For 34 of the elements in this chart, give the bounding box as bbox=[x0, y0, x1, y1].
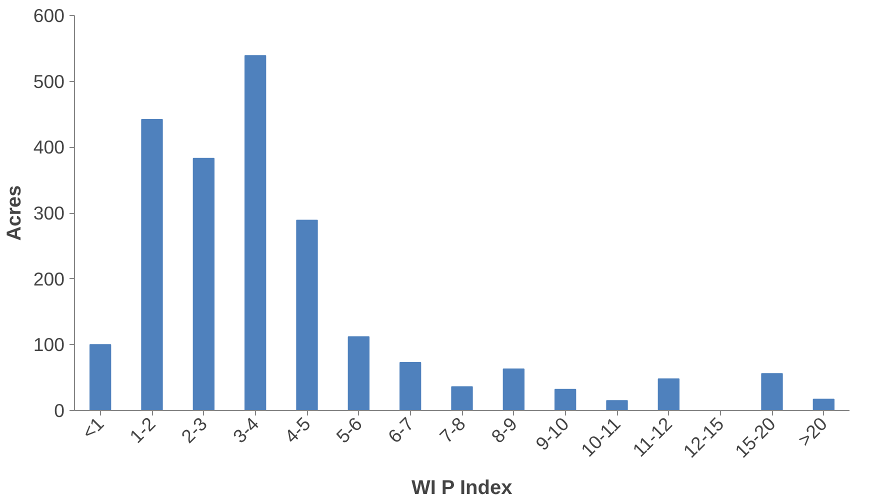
x-tick-label: 8-9 bbox=[487, 413, 522, 447]
bar bbox=[606, 400, 628, 410]
y-tick-label: 0 bbox=[54, 400, 65, 421]
bar bbox=[658, 378, 680, 410]
bar bbox=[502, 368, 524, 410]
bar bbox=[348, 336, 370, 410]
bar bbox=[400, 362, 422, 410]
bar bbox=[192, 158, 214, 410]
bar bbox=[244, 55, 266, 410]
x-tick-label: 7-8 bbox=[436, 413, 470, 447]
y-tick-label: 200 bbox=[33, 268, 65, 290]
bar bbox=[761, 373, 783, 410]
x-tick-label: <1 bbox=[78, 413, 108, 443]
x-tick-label: >20 bbox=[794, 413, 832, 450]
x-axis-title: WI P Index bbox=[411, 477, 512, 500]
x-tick-label: 3-4 bbox=[228, 413, 263, 447]
y-tick-label: 100 bbox=[33, 334, 65, 356]
bar bbox=[451, 386, 473, 410]
x-tick-label: 2-3 bbox=[177, 413, 212, 447]
x-tick-label: 6-7 bbox=[384, 413, 418, 447]
bar bbox=[141, 119, 163, 410]
bar bbox=[296, 220, 318, 410]
x-tick-label: 5-6 bbox=[332, 413, 366, 447]
x-tick-label: 4-5 bbox=[280, 413, 314, 447]
x-tick-label: 9-10 bbox=[532, 413, 573, 454]
y-tick-label: 600 bbox=[33, 5, 65, 26]
y-tick-label: 300 bbox=[33, 202, 65, 224]
y-tick-label: 500 bbox=[33, 70, 65, 92]
bar bbox=[554, 388, 576, 410]
bar bbox=[90, 344, 112, 410]
y-axis-title: Acres bbox=[3, 185, 26, 241]
y-tick-label: 400 bbox=[33, 136, 65, 158]
x-tick-label: 1-2 bbox=[126, 413, 160, 447]
bar bbox=[812, 398, 834, 410]
